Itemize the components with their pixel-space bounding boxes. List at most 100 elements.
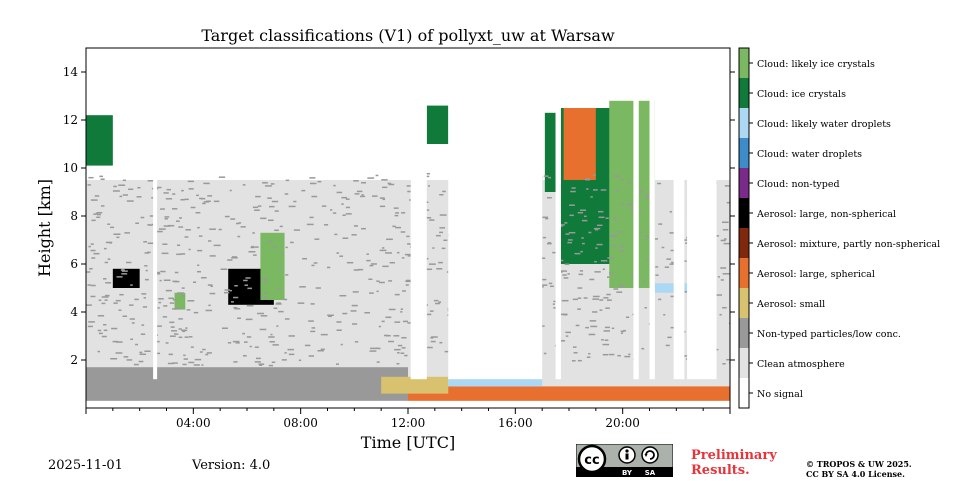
speckle <box>655 266 659 268</box>
speckle <box>626 203 631 206</box>
speckle <box>115 299 121 302</box>
speckle <box>565 331 571 334</box>
speckle <box>309 216 314 219</box>
speckle <box>599 309 603 311</box>
speckle <box>370 263 377 265</box>
speckle <box>379 197 385 199</box>
speckle <box>590 196 593 198</box>
speckle <box>245 277 251 279</box>
speckle <box>159 279 162 282</box>
speckle <box>559 225 563 227</box>
speckle <box>396 251 400 254</box>
speckle <box>589 278 595 281</box>
speckle <box>618 245 625 248</box>
speckle <box>436 234 441 237</box>
colorbar-label: Cloud: likely water droplets <box>757 119 891 130</box>
speckle <box>682 239 688 241</box>
speckle <box>178 328 182 330</box>
speckle <box>683 355 689 357</box>
speckle <box>103 278 107 280</box>
speckle <box>620 178 624 181</box>
speckle <box>629 204 636 206</box>
speckle <box>168 353 173 356</box>
speckle <box>567 241 573 244</box>
speckle <box>90 243 94 245</box>
speckle <box>368 278 373 281</box>
speckle <box>641 347 645 350</box>
speckle <box>326 266 331 269</box>
speckle <box>227 342 232 344</box>
speckle <box>568 231 576 234</box>
speckle <box>156 186 162 189</box>
speckle <box>378 281 385 284</box>
y-tick-label: 10 <box>63 161 78 175</box>
speckle <box>242 355 247 357</box>
speckle <box>361 227 366 230</box>
speckle <box>722 306 727 309</box>
speckle <box>598 210 604 213</box>
speckle <box>237 317 241 320</box>
speckle <box>663 314 666 316</box>
speckle <box>196 270 201 273</box>
speckle <box>407 243 410 245</box>
speckle <box>402 320 409 323</box>
speckle <box>284 318 290 320</box>
speckle <box>144 278 149 281</box>
speckle <box>165 289 172 292</box>
speckle <box>392 225 396 228</box>
speckle <box>664 266 670 268</box>
speckle <box>234 284 238 287</box>
colorbar-swatch <box>739 348 749 378</box>
speckle <box>378 325 382 328</box>
speckle <box>606 276 610 278</box>
speckle <box>598 216 605 219</box>
speckle <box>545 217 549 220</box>
region-fill <box>408 386 730 401</box>
speckle <box>578 273 584 276</box>
speckle <box>99 175 104 178</box>
speckle <box>724 185 730 187</box>
speckle <box>244 284 248 286</box>
speckle <box>370 347 378 350</box>
speckle <box>268 336 275 338</box>
speckle <box>395 212 399 214</box>
speckle <box>719 313 722 316</box>
speckle <box>394 214 399 217</box>
speckle <box>726 358 730 361</box>
speckle <box>381 247 385 249</box>
speckle <box>257 312 264 315</box>
speckle <box>107 258 111 260</box>
speckle <box>237 235 241 238</box>
copyright-note: © TROPOS & UW 2025. CC BY SA 4.0 License… <box>806 459 912 479</box>
speckle <box>280 252 283 254</box>
speckle <box>611 244 616 247</box>
region-fill <box>112 268 140 288</box>
speckle <box>172 193 176 195</box>
speckle <box>604 326 610 329</box>
y-axis-label: Height [km] <box>35 179 54 277</box>
speckle <box>121 268 125 271</box>
speckle <box>161 252 169 255</box>
speckle <box>610 235 618 237</box>
x-tick-label: 16:00 <box>498 416 533 430</box>
y-tick-label: 2 <box>70 353 78 367</box>
speckle <box>592 311 598 313</box>
speckle <box>385 334 391 337</box>
speckle <box>115 352 123 354</box>
speckle <box>336 321 342 323</box>
speckle <box>327 314 334 316</box>
speckle <box>426 313 432 316</box>
no-signal-gap <box>633 48 639 380</box>
speckle <box>133 363 139 366</box>
speckle <box>227 259 233 261</box>
speckle <box>118 184 126 186</box>
speckle <box>230 301 234 303</box>
speckle <box>238 222 242 224</box>
speckle <box>100 205 105 207</box>
speckle <box>559 271 563 273</box>
speckle <box>160 208 165 210</box>
speckle <box>611 327 615 330</box>
speckle <box>213 200 220 203</box>
speckle <box>160 270 166 273</box>
speckle <box>429 310 434 312</box>
